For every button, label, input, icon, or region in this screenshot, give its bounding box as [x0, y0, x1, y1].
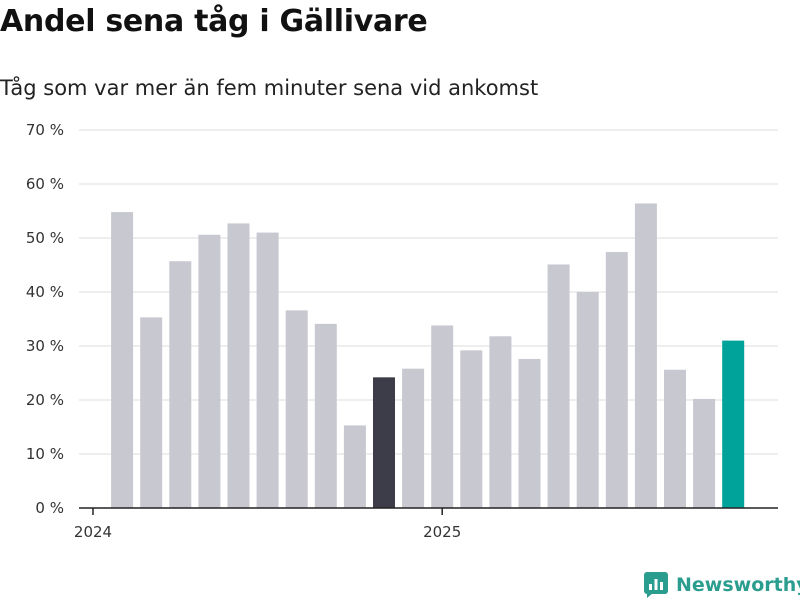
- bar-2025-10: [693, 398, 716, 508]
- x-tick-label: 2025: [423, 523, 461, 541]
- y-tick-label: 60 %: [26, 175, 64, 193]
- bar-2025-06: [576, 292, 599, 508]
- bar-2025-03: [489, 336, 512, 508]
- y-tick-label: 70 %: [26, 121, 64, 139]
- bar-2024-08: [285, 310, 308, 508]
- bar-2025-02: [460, 350, 483, 508]
- y-tick-label: 20 %: [26, 391, 64, 409]
- bar-2024-05: [198, 234, 221, 508]
- bar-2024-03: [140, 317, 163, 508]
- newsworthy-logo-icon: [644, 572, 668, 598]
- bar-2024-10: [343, 425, 366, 508]
- brand-name: Newsworthy: [676, 574, 800, 596]
- x-tick-label: 2024: [74, 523, 112, 541]
- bar-2025-05: [547, 264, 570, 508]
- chart-subtitle: Tåg som var mer än fem minuter sena vid …: [0, 76, 539, 100]
- bar-2024-12: [402, 368, 425, 508]
- brand-logo: Newsworthy: [644, 570, 800, 600]
- y-tick-label: 30 %: [26, 337, 64, 355]
- bar-2024-02: [111, 212, 134, 508]
- bar-2025-11: [722, 340, 745, 508]
- y-tick-label: 50 %: [26, 229, 64, 247]
- bar-2025-07: [605, 252, 628, 508]
- bar-2025-04: [518, 358, 541, 508]
- bar-2024-07: [256, 232, 279, 508]
- bar-2025-08: [634, 203, 657, 508]
- y-tick-label: 10 %: [26, 445, 64, 463]
- bar-2024-06: [227, 223, 250, 509]
- bar-2024-04: [169, 261, 192, 508]
- bar-2025-01: [431, 325, 454, 508]
- y-tick-label: 0 %: [35, 499, 64, 517]
- bar-2024-11: [373, 377, 395, 508]
- chart-title: Andel sena tåg i Gällivare: [0, 4, 428, 39]
- bar-2024-09: [314, 323, 337, 508]
- bar-2025-09: [664, 369, 686, 508]
- y-tick-label: 40 %: [26, 283, 64, 301]
